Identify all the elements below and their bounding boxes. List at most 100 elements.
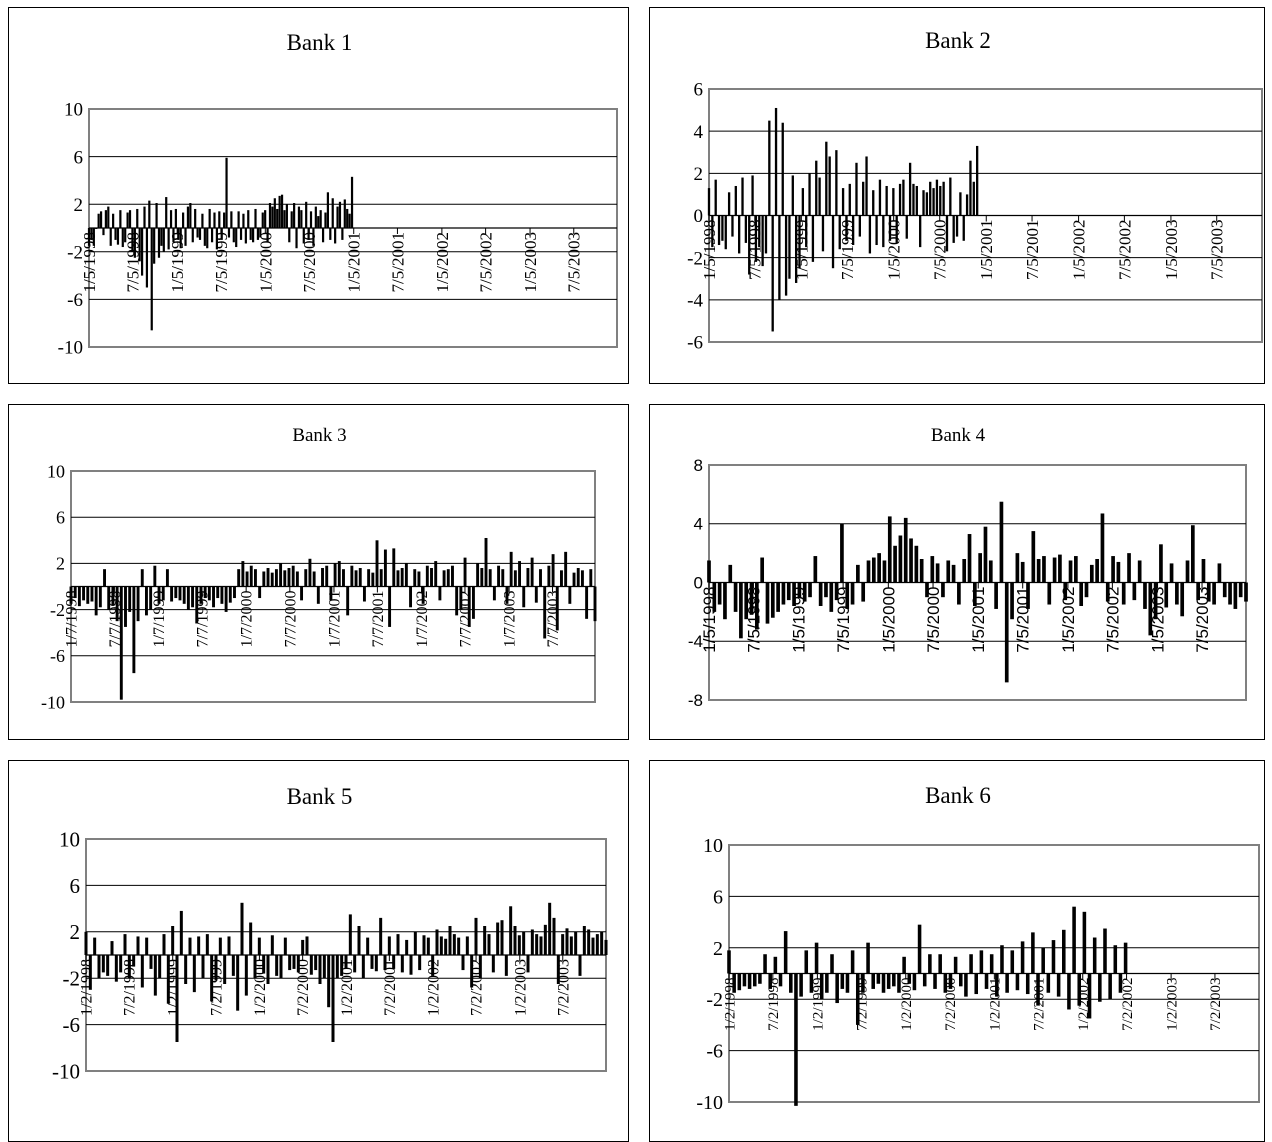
- bar: [728, 564, 733, 583]
- bar: [505, 586, 509, 604]
- bar: [754, 215, 758, 262]
- bar: [1084, 582, 1089, 598]
- bar: [580, 570, 584, 587]
- x-tick-label: 7/5/2003: [1208, 220, 1227, 280]
- bar: [819, 973, 824, 1000]
- bar: [1148, 582, 1153, 636]
- bar: [1026, 582, 1030, 609]
- bar: [90, 228, 93, 240]
- bar: [225, 157, 228, 228]
- bar: [124, 586, 127, 627]
- bar: [439, 936, 443, 955]
- x-tick-label: 1/2/1998: [79, 959, 96, 1016]
- bar: [1036, 559, 1041, 583]
- bar: [215, 228, 218, 250]
- bar: [279, 563, 283, 587]
- chart-title: Bank 1: [287, 30, 353, 55]
- bar: [312, 571, 316, 587]
- y-tick-label: 2: [713, 938, 723, 960]
- bar: [115, 586, 119, 622]
- bar: [236, 955, 240, 1011]
- bar: [262, 955, 266, 974]
- y-tick-label: -2: [687, 248, 703, 269]
- bar: [206, 228, 209, 249]
- bar: [223, 212, 226, 228]
- bar: [799, 973, 803, 997]
- bar: [348, 914, 352, 955]
- bar: [203, 228, 206, 246]
- bar: [858, 215, 861, 237]
- bar: [375, 540, 379, 587]
- bar: [984, 973, 989, 989]
- bar: [465, 936, 469, 955]
- bar: [463, 557, 467, 587]
- x-tick-label: 1/5/2001: [969, 587, 988, 653]
- bar: [882, 215, 885, 248]
- bar: [1190, 525, 1195, 583]
- bar: [327, 955, 331, 1008]
- bar: [850, 950, 855, 974]
- bar: [192, 955, 196, 993]
- chart-panel-bank-1: Bank 1 10 6 2 -2 -6 -10 1/5/1998 7/5/1998 1/5/199…: [8, 7, 629, 384]
- y-tick-label: 6: [56, 508, 65, 528]
- y-tick-label: 4: [694, 122, 704, 143]
- bar: [201, 213, 204, 228]
- bar: [253, 955, 257, 979]
- bar: [555, 586, 559, 631]
- bar: [825, 973, 829, 993]
- x-tick-label: 1/7/1999: [151, 591, 168, 648]
- bar: [112, 213, 115, 228]
- bar: [247, 210, 250, 228]
- bar: [184, 228, 187, 246]
- bar: [1132, 582, 1137, 601]
- bar: [818, 177, 821, 216]
- bar: [149, 955, 153, 969]
- x-tick-label: 7/5/1999: [834, 587, 853, 653]
- bar: [435, 929, 439, 955]
- bar: [316, 586, 320, 604]
- bar: [737, 973, 742, 991]
- x-tick-label: 1/5/2001: [345, 232, 364, 292]
- bar: [905, 215, 908, 239]
- bar: [1015, 973, 1020, 991]
- bar: [1087, 973, 1092, 1019]
- bar: [935, 179, 939, 216]
- bar: [167, 228, 170, 250]
- x-tick-label: 1/5/2000: [885, 220, 904, 280]
- bar: [1244, 582, 1248, 602]
- y-tick-label: 2: [74, 195, 84, 216]
- y-tick-label: -8: [688, 691, 703, 710]
- bar: [413, 931, 417, 955]
- bar: [530, 929, 534, 955]
- bar: [585, 586, 589, 619]
- bar: [191, 586, 195, 608]
- bar: [794, 973, 798, 1106]
- bar: [73, 586, 77, 599]
- y-tick-label: -6: [50, 646, 65, 666]
- bar: [261, 212, 264, 228]
- bar: [233, 586, 236, 599]
- bar: [86, 586, 90, 604]
- bar: [400, 955, 404, 973]
- bar: [131, 228, 134, 252]
- bar: [182, 586, 186, 604]
- x-tick-label: 7/7/2003: [545, 591, 562, 648]
- bar: [1098, 973, 1102, 1002]
- bar: [409, 955, 413, 975]
- x-tick-label: 1/2/1999: [165, 959, 182, 1016]
- x-tick-label: 1/2/1999: [811, 978, 827, 1031]
- bar: [95, 228, 98, 229]
- bar: [189, 203, 192, 228]
- bar: [174, 586, 178, 599]
- bar: [170, 586, 174, 602]
- bar: [304, 569, 308, 587]
- bar: [556, 955, 560, 984]
- bar: [902, 179, 905, 216]
- x-tick-label: 1/5/2000: [256, 232, 275, 292]
- bar: [165, 569, 169, 587]
- bar: [425, 565, 429, 587]
- bar: [574, 931, 578, 955]
- bar: [949, 177, 952, 216]
- bar: [914, 545, 919, 583]
- bar: [845, 215, 848, 241]
